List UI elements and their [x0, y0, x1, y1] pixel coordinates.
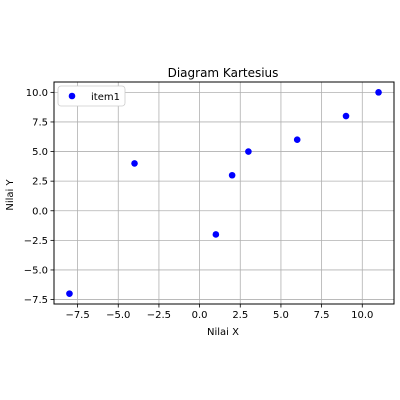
- y-tick-label: −5.0: [24, 265, 48, 276]
- data-point: [131, 160, 138, 167]
- chart-title: Diagram Kartesius: [168, 66, 279, 80]
- y-tick-label: 5.0: [32, 147, 48, 158]
- y-tick-label: 10.0: [26, 88, 48, 99]
- x-tick-label: 5.0: [273, 310, 289, 321]
- data-point: [66, 290, 73, 297]
- grid: [54, 82, 394, 304]
- legend-label-item1: item1: [91, 92, 120, 103]
- x-tick-label: 10.0: [351, 310, 373, 321]
- y-tick-label: −7.5: [24, 295, 48, 306]
- axis-ticks: −7.5 −5.0 −2.5 0.0 2.5 5.0 7.5 10.0 −7.5 −5.0 −2.5…: [24, 88, 374, 321]
- x-tick-label: 2.5: [232, 310, 248, 321]
- x-tick-label: −5.0: [106, 310, 130, 321]
- data-point: [342, 112, 350, 120]
- y-tick-label: 7.5: [32, 117, 48, 128]
- data-point: [293, 136, 301, 144]
- legend-marker: [68, 92, 76, 100]
- data-point: [212, 231, 220, 238]
- legend-box: [57, 85, 126, 107]
- y-tick-label: 0.0: [32, 206, 48, 217]
- y-tick-label: −2.5: [24, 236, 48, 247]
- x-tick-label: −2.5: [147, 310, 171, 321]
- x-tick-label: 7.5: [314, 310, 330, 321]
- legend: item1: [57, 85, 126, 107]
- y-tick-label: 2.5: [32, 177, 48, 188]
- x-tick-label: −7.5: [65, 310, 89, 321]
- data-point: [375, 89, 382, 96]
- data-points: [66, 89, 382, 297]
- plot-area-frame: [53, 81, 395, 305]
- y-axis-label: Nilai Y: [5, 178, 16, 210]
- data-point: [228, 171, 236, 179]
- x-tick-label: 0.0: [192, 310, 208, 321]
- data-point: [245, 148, 252, 155]
- x-axis-label: Nilai X: [207, 327, 239, 338]
